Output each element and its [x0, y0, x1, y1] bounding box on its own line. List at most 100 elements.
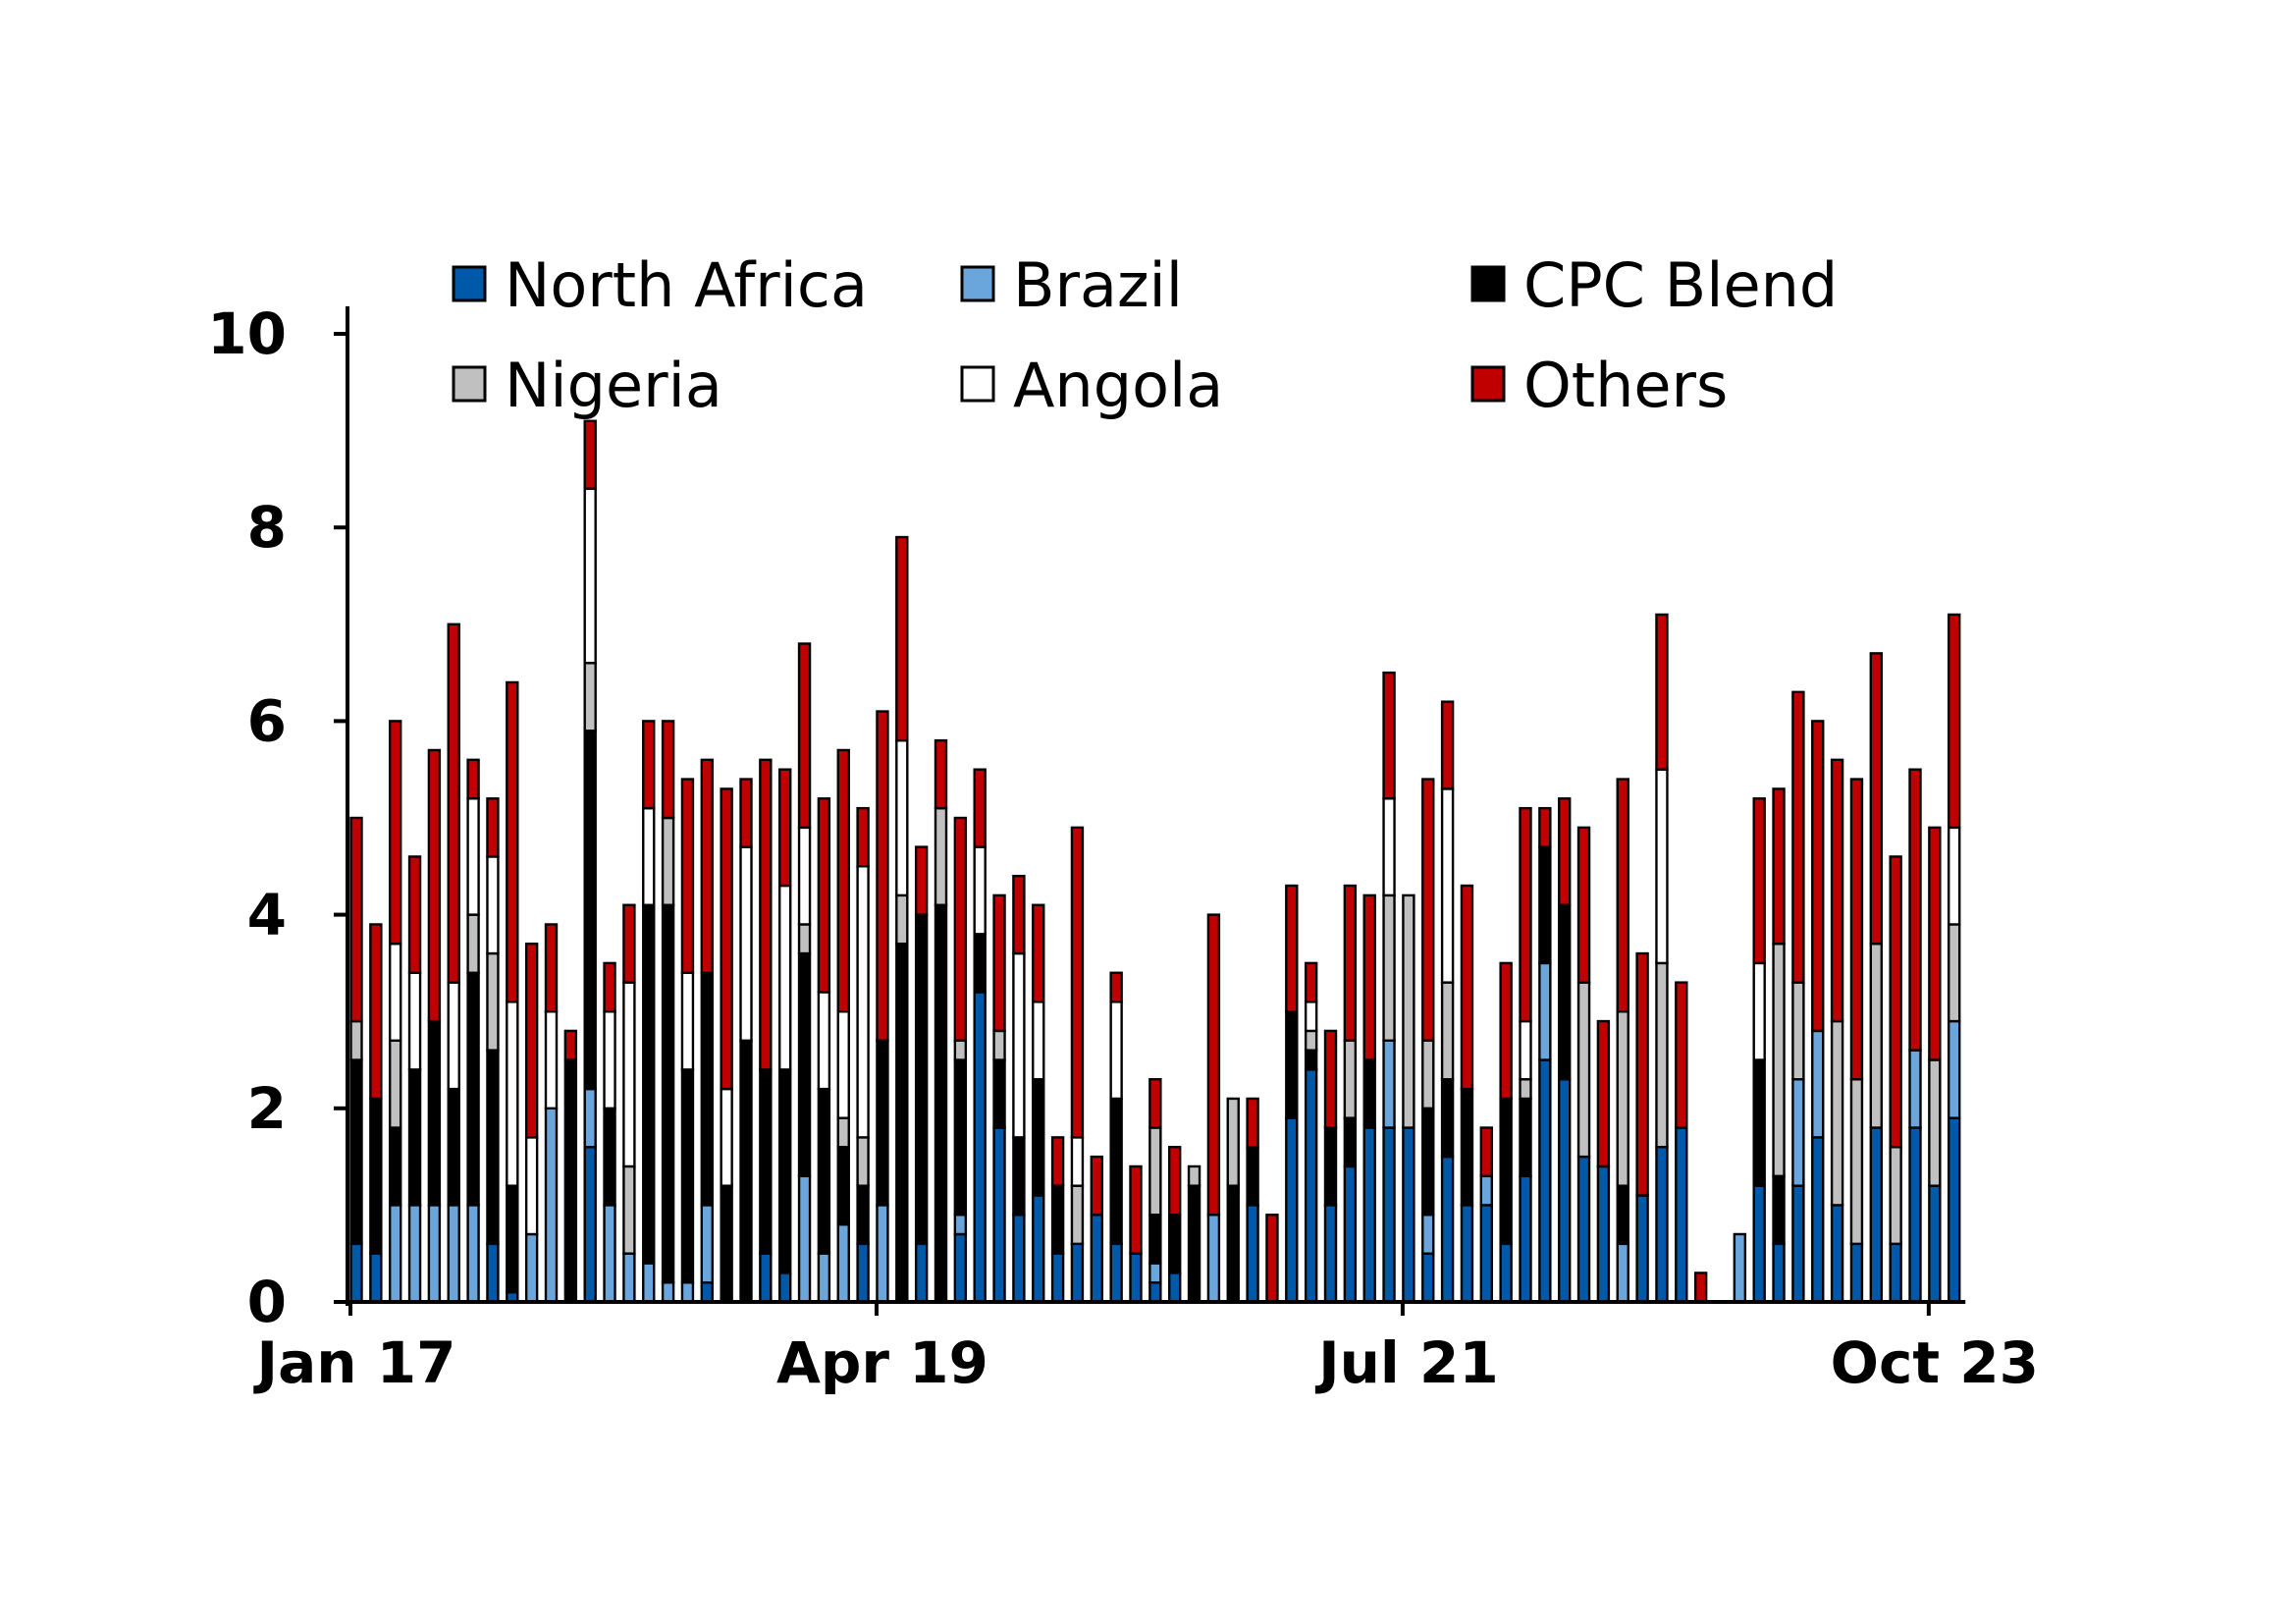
bar-segment-brazil-80: [1908, 1049, 1922, 1129]
bar-segment-others-59: [1499, 961, 1513, 1101]
bar-segment-cpc-blend-65: [1616, 1184, 1629, 1246]
bar-segment-cpc-blend-35: [1032, 1078, 1045, 1197]
bar-segment-others-29: [914, 845, 929, 916]
bar-segment-nigeria-23: [797, 923, 812, 955]
bar-segment-others-13: [603, 961, 616, 1013]
bar-segment-north-africa-58: [1479, 1204, 1494, 1304]
bar-segment-cpc-blend-73: [1772, 1174, 1786, 1246]
bar-segment-cpc-blend-59: [1499, 1097, 1513, 1246]
bar-segment-angola-5: [447, 981, 460, 1091]
bar-segment-brazil-24: [817, 1252, 831, 1304]
bar-segment-angola-53: [1382, 797, 1396, 897]
bar-segment-others-39: [1109, 971, 1123, 1003]
bar-segment-cpc-blend-3: [407, 1068, 422, 1207]
bar-segment-cpc-blend-39: [1109, 1097, 1123, 1246]
bar-segment-cpc-blend-56: [1440, 1078, 1455, 1159]
bar-segment-others-4: [427, 748, 442, 1023]
bar-segment-brazil-55: [1421, 1214, 1435, 1255]
legend-swatch-others: [1470, 365, 1506, 403]
bar-segment-others-6: [466, 758, 480, 800]
bar-segment-others-19: [720, 787, 733, 1091]
bar-segment-north-africa-68: [1675, 1126, 1688, 1304]
bar-segment-others-36: [1050, 1136, 1065, 1187]
bar-segment-north-africa-59: [1499, 1242, 1513, 1304]
bar-segment-cpc-blend-20: [739, 1039, 753, 1304]
bar-segment-cpc-blend-62: [1557, 903, 1572, 1081]
bar-segment-cpc-blend-2: [389, 1126, 402, 1207]
bar-segment-cpc-blend-24: [817, 1087, 831, 1255]
bar-segment-others-50: [1323, 1029, 1338, 1129]
bar-segment-angola-72: [1752, 961, 1766, 1061]
bar-segment-cpc-blend-11: [563, 1058, 578, 1304]
bar-segment-brazil-9: [524, 1232, 539, 1304]
bar-segment-nigeria-55: [1421, 1039, 1435, 1110]
bar-segment-brazil-12: [583, 1087, 597, 1149]
bars: [349, 419, 1961, 1304]
bar-segment-others-46: [1246, 1097, 1259, 1149]
bar-segment-others-40: [1129, 1164, 1143, 1255]
bar-segment-angola-10: [544, 1009, 559, 1110]
bar-segment-brazil-53: [1382, 1039, 1396, 1129]
bar-segment-others-7: [486, 797, 500, 858]
bar-segment-cpc-blend-30: [934, 903, 948, 1304]
bar-segment-cpc-blend-6: [466, 971, 480, 1207]
bar-segment-north-africa-34: [1012, 1214, 1026, 1304]
bar-segment-others-26: [856, 806, 870, 868]
bar-segment-north-africa-33: [992, 1126, 1006, 1304]
bar-segment-cpc-blend-23: [797, 951, 812, 1178]
bar-segment-north-africa-81: [1928, 1184, 1942, 1304]
bar-segment-brazil-18: [700, 1204, 714, 1284]
bar-segment-others-79: [1889, 855, 1902, 1149]
bar-segment-north-africa-76: [1830, 1204, 1844, 1304]
bar-segment-angola-37: [1070, 1136, 1085, 1187]
bar-segment-nigeria-45: [1226, 1097, 1240, 1187]
bar-segment-angola-6: [466, 797, 480, 916]
y-tick-label: 8: [247, 494, 287, 561]
bar-segment-nigeria-63: [1576, 981, 1591, 1159]
bar-segment-angola-39: [1109, 1001, 1123, 1101]
bar-segment-north-africa-35: [1032, 1194, 1045, 1304]
bar-segment-others-35: [1032, 903, 1045, 1003]
x-tick-label: Jul 21: [1314, 1329, 1499, 1396]
bar-segment-brazil-41: [1148, 1262, 1162, 1284]
bar-segment-others-66: [1635, 951, 1649, 1197]
bar-segment-angola-60: [1519, 1019, 1532, 1081]
bar-segment-angola-9: [524, 1136, 539, 1236]
bar-segment-north-africa-21: [759, 1252, 773, 1304]
bar-segment-others-11: [563, 1029, 578, 1061]
bar-segment-nigeria-31: [953, 1039, 968, 1061]
bar-segment-cpc-blend-45: [1226, 1184, 1240, 1304]
bar-segment-others-42: [1167, 1146, 1182, 1217]
bar-segment-others-77: [1849, 778, 1864, 1081]
bar-segment-others-30: [934, 738, 948, 810]
bar-segment-brazil-23: [797, 1174, 812, 1304]
legend-swatch-nigeria: [452, 365, 487, 403]
bar-segment-others-3: [407, 855, 422, 974]
bar-segment-cpc-blend-51: [1343, 1116, 1358, 1168]
legend-swatch-north-africa: [452, 265, 487, 302]
bar-segment-others-10: [544, 923, 559, 1013]
bar-segment-north-africa-49: [1304, 1068, 1318, 1304]
bar-segment-brazil-13: [603, 1204, 616, 1304]
legend-swatch-brazil: [960, 265, 995, 302]
bar-segment-cpc-blend-22: [778, 1068, 792, 1274]
legend-label-angola: Angola: [1013, 350, 1223, 421]
bar-segment-nigeria-16: [661, 816, 675, 906]
bar-segment-others-20: [739, 778, 753, 848]
bar-segment-others-58: [1479, 1126, 1494, 1178]
bar-segment-nigeria-0: [349, 1019, 363, 1061]
bar-segment-north-africa-46: [1246, 1204, 1259, 1304]
bar-segment-north-africa-7: [486, 1242, 500, 1304]
bar-segment-angola-20: [739, 845, 753, 1042]
y-tick-label: 6: [247, 687, 287, 754]
bar-segment-others-80: [1908, 768, 1922, 1052]
bar-segment-brazil-3: [407, 1204, 422, 1304]
bar-segment-north-africa-77: [1849, 1242, 1864, 1304]
bar-segment-north-africa-63: [1576, 1155, 1591, 1304]
bar-segment-nigeria-7: [486, 951, 500, 1052]
bar-segment-cpc-blend-52: [1362, 1058, 1376, 1129]
bar-segment-brazil-82: [1947, 1019, 1961, 1119]
bar-segment-north-africa-0: [349, 1242, 363, 1304]
bar-segment-north-africa-57: [1460, 1204, 1474, 1304]
bar-segment-north-africa-37: [1070, 1242, 1085, 1304]
